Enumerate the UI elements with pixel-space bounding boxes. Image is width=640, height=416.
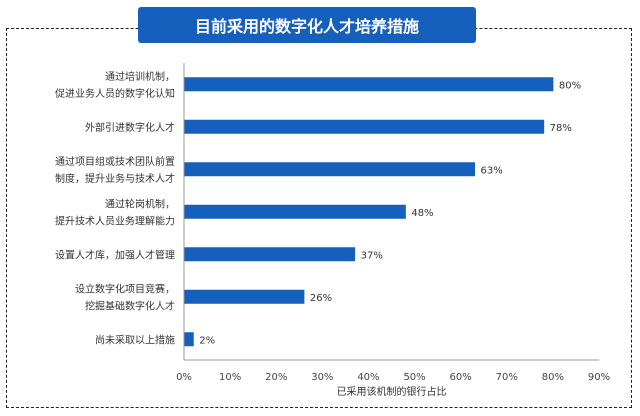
category-label: 通过项目组或技术团队前置 [55,155,175,168]
bar [184,247,356,262]
bar [184,119,545,134]
chart-title: 目前采用的数字化人才培养措施 [138,7,476,43]
x-tick-label: 70% [496,372,518,383]
x-tick-label: 90% [588,372,610,383]
category-label: 制度，提升业务与技术人才 [55,172,175,185]
category-label: 设立数字化项目竞赛， [75,282,175,295]
category-label: 促进业务人员的数字化认知 [55,87,175,100]
category-label: 提升技术人员业务理解能力 [55,214,175,227]
bar [184,204,406,219]
x-tick-label: 0% [176,372,192,383]
category-label: 尚未采取以上措施 [95,333,175,346]
x-axis-title: 已采用该机制的银行占比 [337,385,447,398]
x-tick-label: 20% [265,372,287,383]
data-label: 80% [559,80,581,91]
bar [184,162,475,177]
bar [184,289,305,304]
x-tick-label: 80% [542,372,564,383]
x-tick-label: 60% [450,372,472,383]
category-label: 通过轮岗机制， [105,197,175,210]
x-tick-label: 40% [357,372,379,383]
data-label: 78% [550,123,572,134]
x-tick-label: 30% [311,372,333,383]
data-label: 26% [310,293,332,304]
category-label: 通过培训机制， [105,70,175,83]
data-label: 48% [411,208,433,219]
x-tick-label: 10% [219,372,241,383]
category-label: 设置人才库，加强人才管理 [55,248,175,261]
x-tick-label: 50% [403,372,425,383]
category-label: 挖掘基础数字化人才 [85,299,175,312]
data-label: 63% [481,165,503,176]
data-label: 37% [361,250,383,261]
bar [184,332,194,347]
category-label: 外部引进数字化人才 [85,121,175,134]
bar [184,77,554,92]
data-label: 2% [199,335,215,346]
